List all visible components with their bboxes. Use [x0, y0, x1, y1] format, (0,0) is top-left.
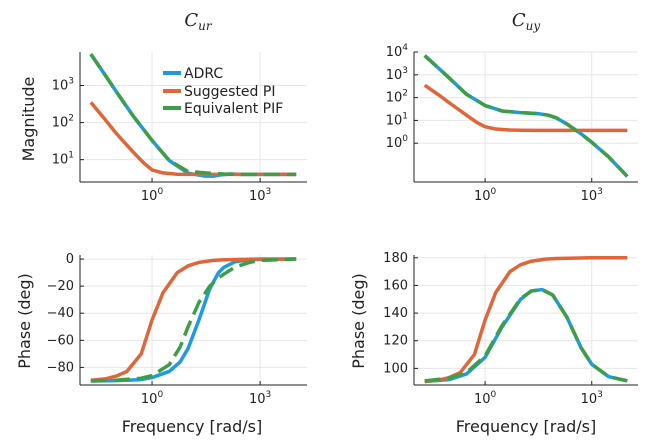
ylabel-phase-right: Phase (deg): [349, 273, 368, 369]
y-tick-label-2: 140: [383, 306, 408, 321]
x-tick-label-0: 100: [141, 390, 164, 407]
legend-label-suggested-pi: Suggested PI: [184, 84, 275, 100]
ylabel-phase-left: Phase (deg): [15, 273, 34, 369]
legend-label-equivalent-pif: Equivalent PIF: [184, 101, 283, 117]
y-tick-label-2: 102: [386, 89, 408, 106]
series-equivalent-pif: [90, 257, 297, 383]
series-suggested-pi: [423, 83, 628, 133]
series-equivalent-pif: [89, 53, 297, 177]
y-tick-label-4: 104: [386, 43, 409, 60]
y-tick-label-0: 0: [66, 252, 74, 267]
y-tick-label-1: 120: [383, 334, 408, 349]
series-suggested-pi: [90, 257, 297, 383]
y-tick-label-1: −20: [47, 279, 74, 294]
x-tick-label-1: 103: [581, 187, 603, 204]
panel-cur-phase: 100 103 0 −20 −40 −60 −80: [47, 252, 307, 407]
y-tick-label-3: −60: [47, 333, 74, 348]
y-tick-label-3: 103: [386, 66, 408, 83]
x-tick-label-0: 100: [474, 390, 497, 407]
y-tick-label-1: 102: [52, 114, 74, 131]
series-suggested-pi: [424, 256, 628, 384]
title-cur: Cur: [184, 10, 213, 33]
xlabel-right: Frequency [rad/s]: [456, 417, 597, 436]
x-tick-label-0: 100: [141, 187, 164, 204]
x-tick-label-1: 103: [249, 187, 271, 204]
y-tick-label-3: 160: [383, 278, 408, 293]
legend: ADRC Suggested PI Equivalent PIF: [163, 66, 283, 117]
panel-cur-mag: 100 103 101 102 103: [52, 52, 307, 204]
x-tick-label-1: 103: [581, 390, 603, 407]
panel-cuy-phase: 100 103 100 120 140 160 180: [383, 251, 638, 407]
y-tick-label-2: 103: [52, 76, 74, 93]
title-cuy: Cuy: [512, 10, 541, 33]
y-tick-label-0: 101: [52, 151, 74, 168]
series-adrc: [90, 257, 297, 383]
y-tick-label-2: −40: [47, 306, 74, 321]
ylabel-magnitude: Magnitude: [19, 77, 38, 162]
xlabel-left: Frequency [rad/s]: [122, 417, 263, 436]
y-tick-label-1: 101: [386, 111, 408, 128]
series-equivalent-pif: [423, 54, 629, 178]
panel-cuy-mag: 100 103 100 101 102 103 104: [386, 43, 638, 204]
series-adrc: [423, 54, 629, 178]
y-tick-label-0: 100: [386, 134, 409, 151]
y-tick-label-4: 180: [383, 251, 408, 266]
x-tick-label-0: 100: [474, 187, 497, 204]
legend-label-adrc: ADRC: [184, 66, 223, 82]
y-tick-label-0: 100: [383, 361, 408, 376]
x-tick-label-1: 103: [249, 390, 271, 407]
y-tick-label-4: −80: [47, 360, 74, 375]
series-equivalent-pif: [424, 287, 628, 383]
